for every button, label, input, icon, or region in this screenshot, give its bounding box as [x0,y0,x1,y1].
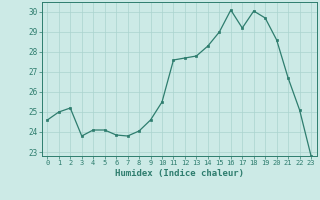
X-axis label: Humidex (Indice chaleur): Humidex (Indice chaleur) [115,169,244,178]
